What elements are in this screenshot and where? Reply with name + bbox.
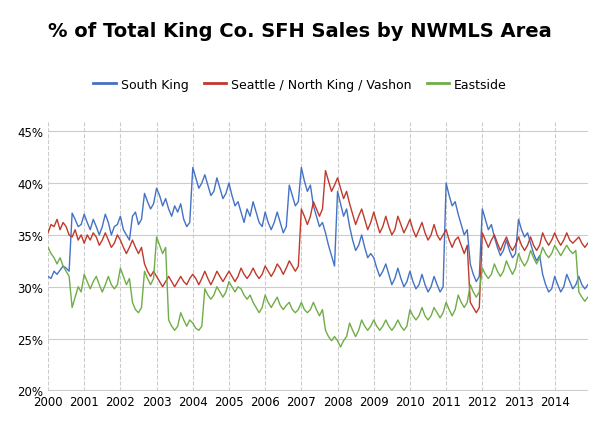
Seattle / North King / Vashon xyxy=(44,231,52,236)
Eastside xyxy=(572,248,580,253)
South King xyxy=(189,165,196,171)
South King xyxy=(572,283,580,288)
South King xyxy=(156,194,163,199)
Eastside xyxy=(44,245,52,250)
Eastside xyxy=(159,251,166,256)
South King xyxy=(108,233,115,238)
Eastside xyxy=(253,305,260,310)
South King xyxy=(584,283,592,288)
Eastside xyxy=(153,235,160,240)
Line: Seattle / North King / Vashon: Seattle / North King / Vashon xyxy=(48,171,588,313)
Line: South King: South King xyxy=(48,168,588,292)
Legend: South King, Seattle / North King / Vashon, Eastside: South King, Seattle / North King / Vasho… xyxy=(88,73,512,96)
Seattle / North King / Vashon xyxy=(53,217,61,223)
Seattle / North King / Vashon xyxy=(250,266,257,271)
Line: Eastside: Eastside xyxy=(48,237,588,347)
South King xyxy=(253,210,260,215)
Eastside xyxy=(337,345,344,350)
South King xyxy=(53,272,61,277)
Seattle / North King / Vashon xyxy=(108,245,115,250)
Text: % of Total King Co. SFH Sales by NWMLS Area: % of Total King Co. SFH Sales by NWMLS A… xyxy=(48,22,552,41)
Eastside xyxy=(108,283,115,288)
South King xyxy=(424,289,431,295)
Seattle / North King / Vashon xyxy=(530,243,537,248)
South King xyxy=(530,251,537,256)
Seattle / North King / Vashon xyxy=(322,168,329,174)
Eastside xyxy=(53,262,61,267)
Eastside xyxy=(530,256,537,261)
Seattle / North King / Vashon xyxy=(473,310,480,316)
Seattle / North King / Vashon xyxy=(572,238,580,243)
South King xyxy=(44,274,52,279)
Seattle / North King / Vashon xyxy=(584,241,592,246)
Seattle / North King / Vashon xyxy=(156,279,163,285)
Eastside xyxy=(584,295,592,300)
